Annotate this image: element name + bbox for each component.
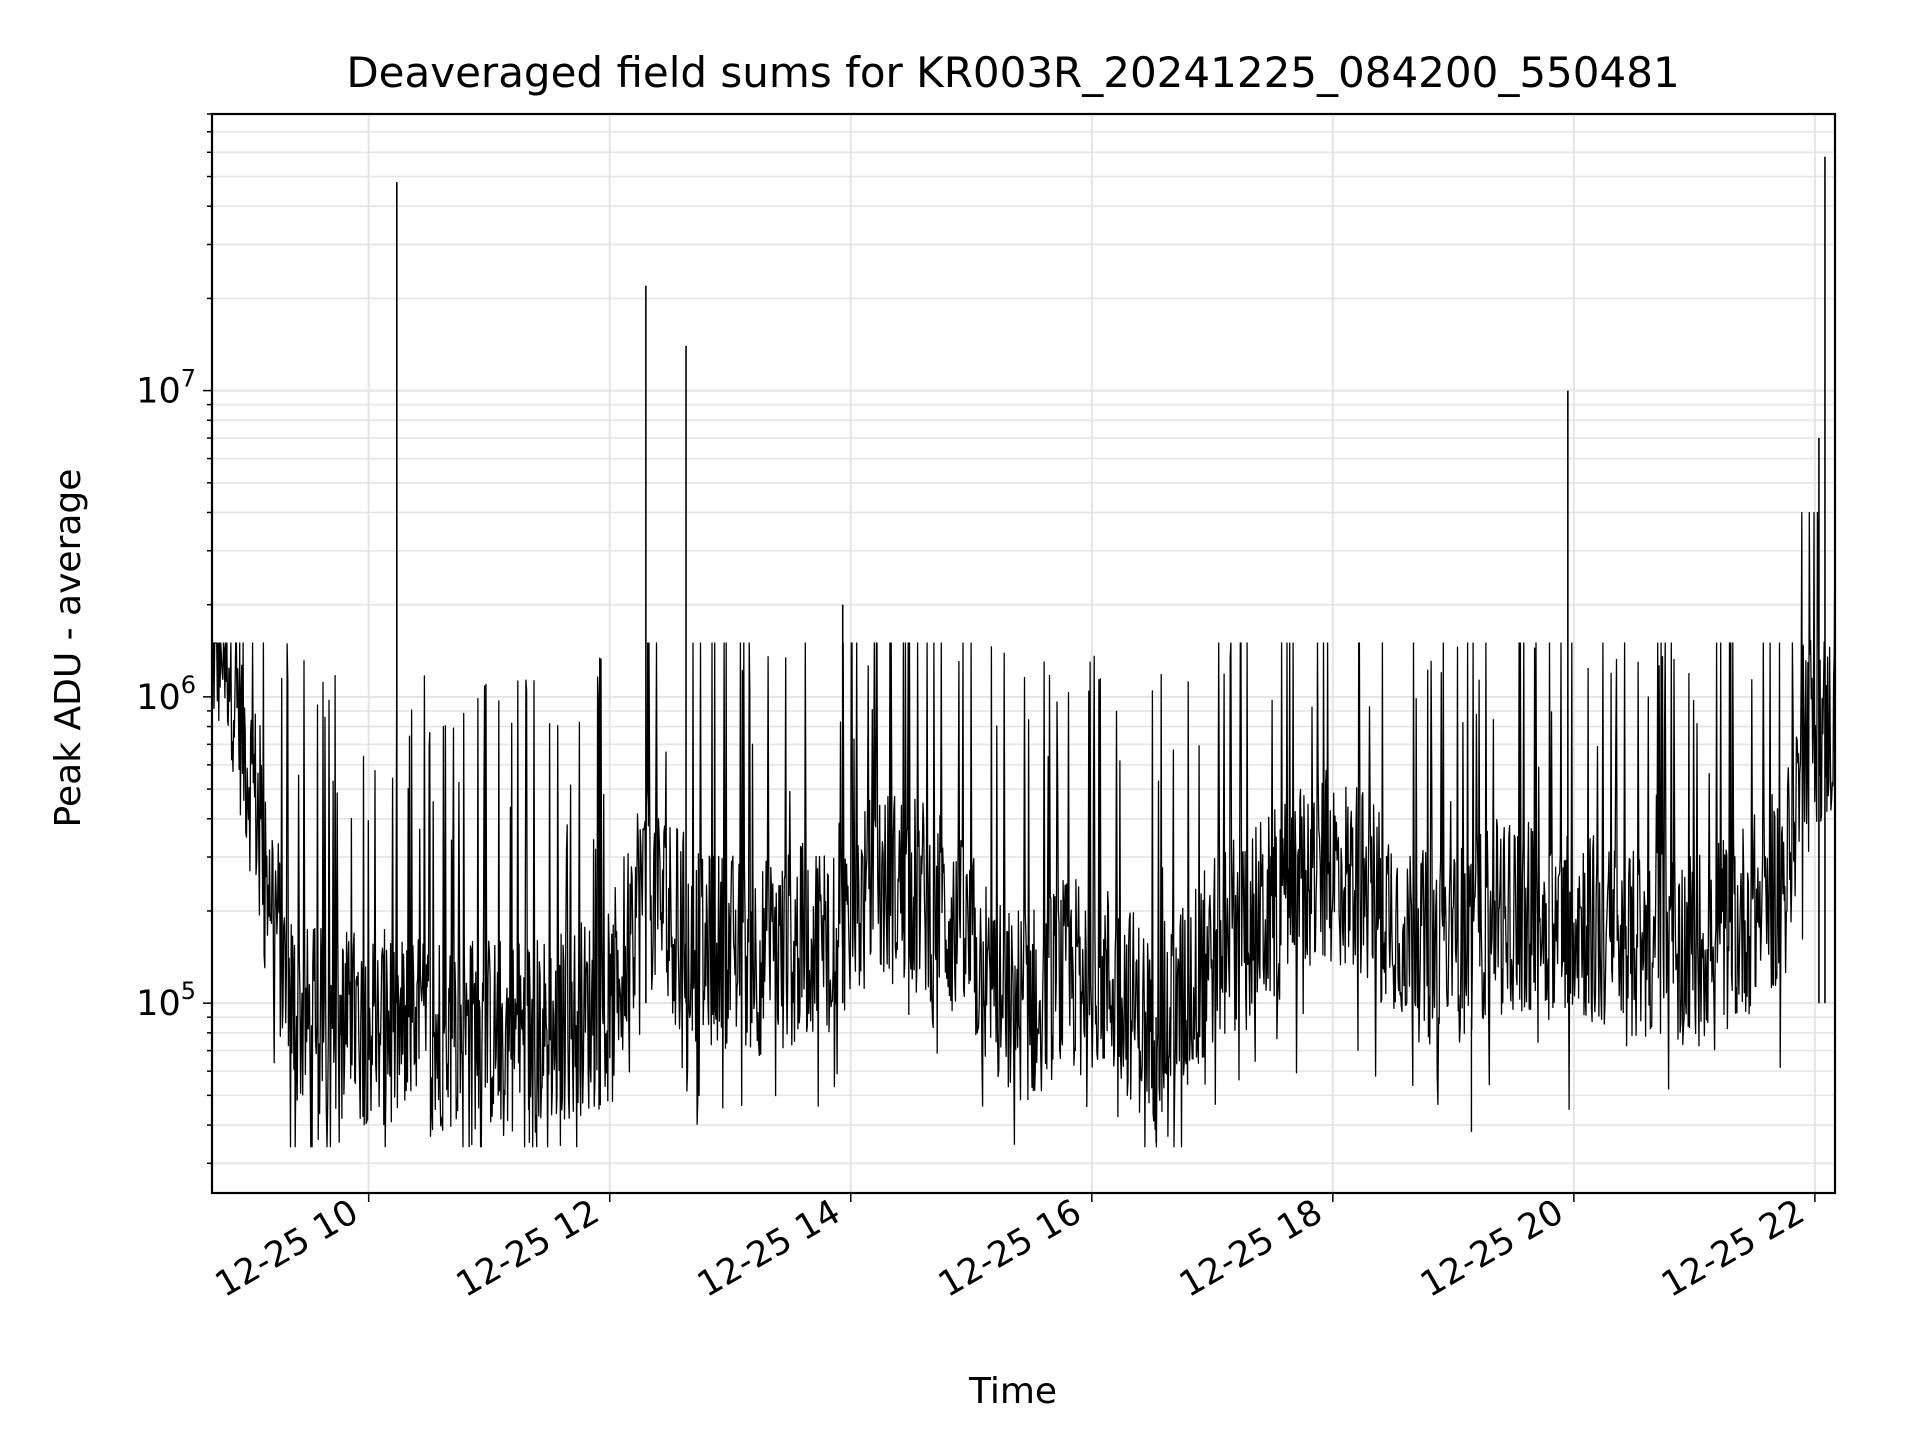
plot-frame <box>210 112 1837 1195</box>
y-tick-label: 105 <box>136 977 196 1024</box>
y-axis-label: Peak ADU - average <box>48 469 89 828</box>
series-line <box>212 511 1836 1148</box>
y-tick-label: 106 <box>136 671 196 718</box>
x-axis-label: Time <box>968 1371 1057 1412</box>
y-tick-label: 107 <box>136 365 196 412</box>
series-layer <box>212 156 1836 1148</box>
chart-title: Deaveraged field sums for KR003R_2024122… <box>346 48 1679 97</box>
